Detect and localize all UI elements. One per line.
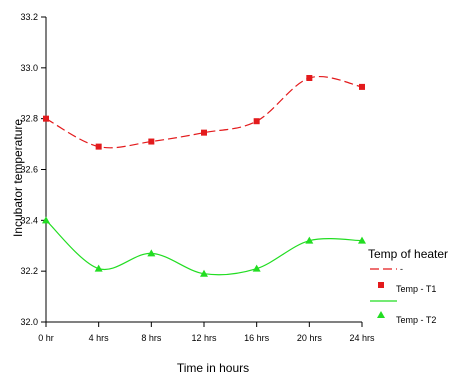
- y-tick-label: 32.6: [20, 165, 38, 175]
- data-point-1: [148, 138, 155, 145]
- legend-entry: -: [400, 264, 403, 274]
- data-point-2: [200, 269, 208, 277]
- data-point-2: [358, 236, 366, 244]
- y-axis-ticks: 32.0 32.2 32.4 32.6 32.8 33.0 33.2: [20, 12, 46, 327]
- legend-items: - Temp - T1 Temp - T2: [370, 264, 436, 325]
- x-tick-label: 24 hrs: [349, 333, 375, 343]
- x-tick-label: 8 hrs: [141, 333, 162, 343]
- data-point-1: [306, 75, 313, 81]
- data-point-1: [43, 115, 49, 122]
- data-point-1: [359, 83, 365, 90]
- series-1: [43, 75, 365, 150]
- x-tick-label: 4 hrs: [89, 333, 110, 343]
- legend: Temp of heater - Temp - T1 Temp - T2: [368, 247, 448, 325]
- legend-marker-1: [378, 282, 384, 288]
- data-point-2: [147, 249, 156, 257]
- y-tick-label: 32.2: [20, 266, 38, 276]
- y-axis-title: Incubator temperature: [11, 119, 25, 237]
- y-tick-label: 32.8: [20, 114, 38, 124]
- data-point-2: [252, 264, 261, 272]
- y-tick-label: 32.4: [20, 215, 38, 225]
- legend-entry: Temp - T1: [396, 284, 436, 294]
- series-line-1: [45, 76, 363, 149]
- legend-entry: Temp - T2: [396, 315, 436, 325]
- y-tick-label: 33.2: [20, 12, 38, 22]
- x-axis-title: Time in hours: [177, 361, 249, 375]
- series-line-2: [45, 219, 363, 276]
- x-tick-label: 12 hrs: [191, 333, 217, 343]
- y-tick-label: 33.0: [20, 63, 38, 73]
- data-point-2: [42, 216, 50, 224]
- x-axis-ticks: 0 hr 4 hrs 8 hrs 12 hrs 16 hrs 20 hrs 24 hrs: [38, 322, 375, 343]
- legend-title: Temp of heater: [368, 247, 448, 261]
- data-point-1: [95, 143, 102, 150]
- data-point-2: [305, 236, 314, 244]
- data-point-1: [201, 129, 207, 136]
- series-2: [42, 216, 366, 277]
- x-tick-label: 0 hr: [38, 333, 54, 343]
- series-layer: [42, 75, 366, 277]
- legend-marker-2: [377, 311, 385, 318]
- data-point-1: [253, 118, 260, 125]
- y-tick-label: 32.0: [20, 317, 38, 327]
- x-tick-label: 20 hrs: [297, 333, 323, 343]
- x-tick-label: 16 hrs: [244, 333, 270, 343]
- data-point-2: [94, 264, 103, 272]
